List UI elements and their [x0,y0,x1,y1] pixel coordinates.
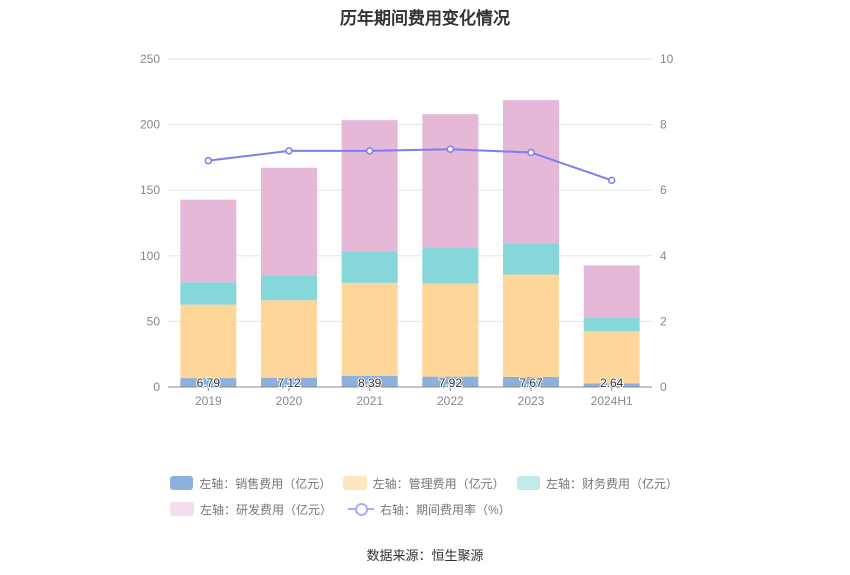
bar-segment [341,120,398,252]
x-tick-label: 2024H1 [591,394,633,408]
bar-segment [422,283,479,377]
bar-segment [422,114,479,249]
bar-segment [341,375,398,387]
bar-segment [180,282,237,305]
legend-label-expense-ratio: 右轴：期间费用率（%） [380,502,511,517]
legend-label-sales: 左轴：销售费用（亿元） [199,476,332,491]
legend: 左轴：销售费用（亿元） 左轴：管理费用（亿元） 左轴：财务费用（亿元） 左轴：研… [170,470,690,522]
legend-label-admin: 左轴：管理费用（亿元） [372,476,505,491]
expense-ratio-line [208,148,612,182]
expense-ratio-point [204,156,213,165]
legend-item-rnd[interactable]: 左轴：研发费用（亿元） [170,501,332,518]
bar-segment [261,275,317,301]
bar-segment [180,378,237,387]
bar-segment [503,243,559,275]
bar-segment [583,383,640,387]
y-right-tick-label: 4 [660,249,667,263]
data-label: 6.79 [197,376,221,390]
y-right-tick-label: 10 [660,52,674,66]
legend-swatch-rnd [170,502,194,516]
bar-segment [583,331,640,384]
y-left-tick-label: 200 [140,118,160,132]
x-tick-label: 2021 [356,394,383,408]
y-left-tick-label: 150 [140,183,160,197]
y-right-tick-label: 2 [660,314,667,328]
bar-segment [261,167,317,276]
expense-ratio-point [607,176,616,185]
y-left-tick-label: 0 [153,380,160,394]
y-right-tick-label: 0 [660,380,667,394]
legend-item-expense-ratio[interactable]: 右轴：期间费用率（%） [348,501,511,518]
legend-swatch-expense-ratio [348,502,375,516]
x-tick-label: 2019 [195,394,222,408]
bar-segment [180,304,237,379]
data-source: 数据来源：恒生聚源 [366,548,484,563]
x-tick-label: 2020 [276,394,303,408]
expense-ratio-point [446,145,455,153]
chart-title: 历年期间费用变化情况 [340,9,510,28]
data-label: 8.39 [358,376,382,390]
expense-ratio-point [365,147,374,155]
legend-label-finance: 左轴：财务费用（亿元） [545,476,678,491]
y-left-tick-label: 100 [140,249,160,263]
x-tick-label: 2023 [518,394,545,408]
data-label: 7.12 [277,376,301,390]
legend-swatch-finance [516,476,540,490]
bar-segment [503,376,559,387]
y-left-tick-label: 250 [140,52,160,66]
bar-segment [180,199,237,283]
bar-segment [503,100,559,244]
legend-item-admin[interactable]: 左轴：管理费用（亿元） [343,475,505,492]
bar-segment [583,317,640,332]
y-right-tick-label: 6 [660,183,667,197]
bar-segment [341,282,398,376]
y-left-tick-label: 50 [147,314,161,328]
data-label: 7.67 [519,376,543,390]
expense-ratio-point [527,148,535,157]
legend-swatch-sales [170,476,194,490]
bar-segment [261,377,317,387]
bar-segment [583,265,640,318]
data-label: 2.64 [600,376,624,390]
bar-segment [503,274,559,377]
legend-swatch-admin [343,476,367,490]
data-label: 7.92 [439,376,463,390]
bar-segment [422,248,479,284]
bar-segment [261,300,317,378]
expense-ratio-point [285,147,293,155]
bar-segment [341,251,398,283]
legend-label-rnd: 左轴：研发费用（亿元） [200,502,333,517]
chart-area: 0 50 100 150 200 250 0 2 4 6 8 10 2019 2020 2021 2022 20… [140,52,674,408]
y-right-tick-label: 8 [660,118,667,132]
legend-item-sales[interactable]: 左轴：销售费用（亿元） [170,475,332,492]
x-tick-label: 2022 [437,394,464,408]
bar-segment [422,376,479,387]
legend-item-finance[interactable]: 左轴：财务费用（亿元） [516,475,678,492]
